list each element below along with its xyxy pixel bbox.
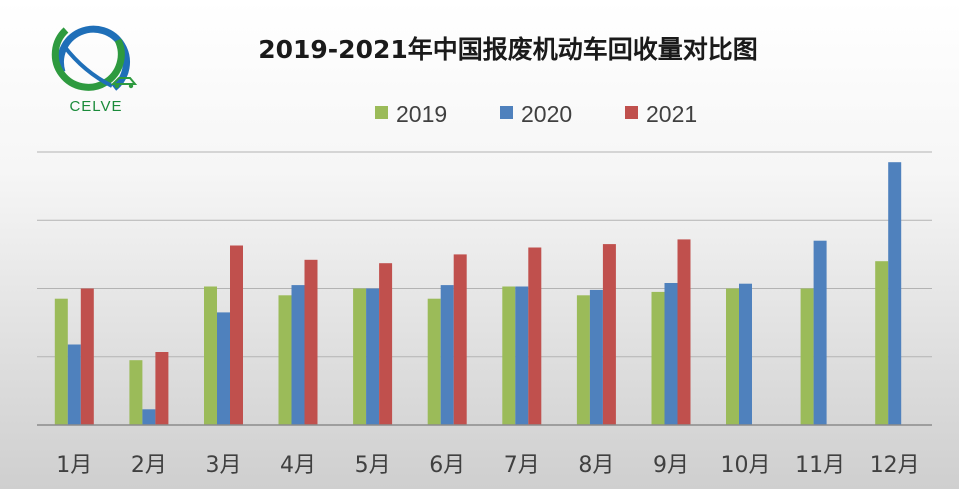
x-tick-label: 5月 bbox=[355, 453, 391, 478]
legend-swatch-2021 bbox=[625, 106, 638, 119]
bar-2021-7 bbox=[528, 247, 542, 425]
logo-ring-blue bbox=[57, 25, 130, 91]
bar-2019-12 bbox=[875, 261, 889, 425]
x-tick-label: 11月 bbox=[795, 453, 845, 478]
bar-2020-1 bbox=[67, 344, 81, 425]
legend-item-2021: 2021 bbox=[625, 101, 697, 127]
bar-2019-6 bbox=[427, 298, 441, 425]
x-tick-label: 2月 bbox=[131, 453, 167, 478]
bar-2021-5 bbox=[379, 263, 393, 425]
x-tick-label: 6月 bbox=[429, 453, 465, 478]
x-tick-label: 7月 bbox=[504, 453, 540, 478]
bar-2021-4 bbox=[304, 259, 318, 425]
bar-2019-1 bbox=[54, 298, 68, 425]
legend: 2019 2020 2021 bbox=[375, 101, 697, 127]
bar-2020-6 bbox=[440, 285, 454, 425]
chart-title: 2019-2021年中国报废机动车回收量对比图 bbox=[258, 35, 758, 64]
bar-2020-2 bbox=[142, 409, 156, 425]
bar-2020-5 bbox=[366, 288, 380, 425]
logo-text: CELVE bbox=[69, 98, 122, 115]
legend-label-2020: 2020 bbox=[521, 101, 572, 127]
bar-2021-2 bbox=[155, 352, 169, 425]
x-tick-label: 8月 bbox=[578, 453, 614, 478]
x-tick-label: 9月 bbox=[653, 453, 689, 478]
x-tick-label: 10月 bbox=[721, 453, 771, 478]
x-tick-label: 12月 bbox=[870, 453, 920, 478]
gridlines bbox=[37, 151, 932, 358]
bar-2019-9 bbox=[651, 291, 665, 425]
bars bbox=[54, 162, 902, 425]
bar-2021-3 bbox=[230, 245, 243, 425]
bar-2020-3 bbox=[217, 312, 230, 425]
bar-2019-8 bbox=[576, 295, 590, 425]
bar-2019-11 bbox=[800, 288, 814, 425]
bar-2020-11 bbox=[813, 240, 827, 425]
logo-ring-green bbox=[51, 27, 125, 91]
bar-2019-4 bbox=[278, 295, 292, 425]
legend-swatch-2019 bbox=[375, 106, 388, 119]
celve-logo: CELVE bbox=[51, 25, 138, 115]
bar-2020-9 bbox=[664, 283, 678, 425]
car-icon bbox=[110, 77, 138, 89]
bar-2020-10 bbox=[739, 283, 752, 425]
legend-swatch-2020 bbox=[500, 106, 513, 119]
bar-2019-10 bbox=[726, 288, 739, 425]
bar-2021-1 bbox=[80, 288, 94, 425]
x-tick-label: 3月 bbox=[206, 453, 242, 478]
legend-item-2019: 2019 bbox=[375, 101, 447, 127]
bar-2019-7 bbox=[502, 286, 516, 425]
legend-item-2020: 2020 bbox=[500, 101, 572, 127]
legend-label-2019: 2019 bbox=[396, 101, 447, 127]
x-axis: 1月 2月 3月 4月 5月 6月 7月 8月 9月 10月 11月 12月 bbox=[37, 424, 932, 478]
logo-swoosh bbox=[62, 44, 113, 88]
bar-2019-3 bbox=[204, 286, 217, 425]
x-tick-label: 4月 bbox=[280, 453, 316, 478]
bar-2020-8 bbox=[589, 289, 603, 425]
x-tick-label: 1月 bbox=[56, 453, 92, 478]
legend-label-2021: 2021 bbox=[646, 101, 697, 127]
bar-2021-8 bbox=[602, 244, 616, 425]
bar-2020-4 bbox=[291, 285, 305, 425]
bar-2019-5 bbox=[353, 288, 367, 425]
bar-2019-2 bbox=[129, 360, 143, 425]
bar-2021-9 bbox=[677, 239, 691, 425]
bar-2020-7 bbox=[515, 286, 529, 425]
bar-2021-6 bbox=[453, 254, 467, 425]
bar-2020-12 bbox=[888, 162, 902, 425]
